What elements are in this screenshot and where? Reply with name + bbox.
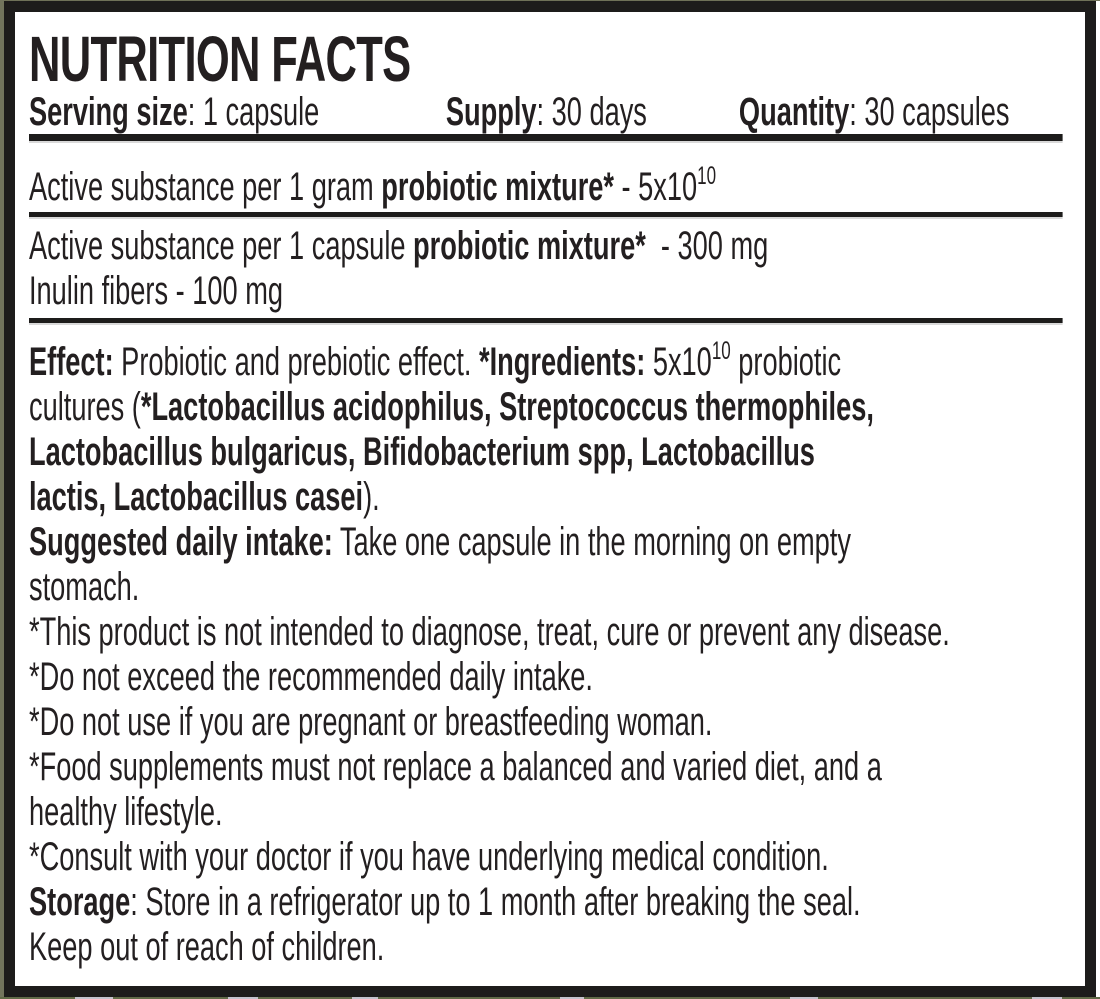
text-run: 5x10 [645, 340, 712, 384]
text-run: - 300 mg [645, 224, 769, 268]
bottom-edge-artifact [790, 997, 818, 999]
divider-rule [29, 212, 1063, 217]
text-line: Effect: Probiotic and prebiotic effect. … [29, 329, 1080, 385]
photo-edge-top [0, 0, 1100, 1]
quantity: Quantity: 30 capsules [739, 91, 1010, 133]
text-line: Keep out of reach of children. [29, 925, 1080, 970]
bold-text-run: Suggested daily intake: [29, 520, 333, 564]
bold-text-run: *Lactobacillus acidophilus, Streptococcu… [140, 385, 874, 429]
divider-rule [29, 318, 1063, 323]
text-run: Take one capsule in the morning on empty [332, 520, 851, 564]
bold-text-run: Serving size [29, 90, 188, 134]
text-line: Inulin fibers - 100 mg [29, 269, 1080, 314]
divider-rule [29, 134, 1063, 141]
text-line: Suggested daily intake: Take one capsule… [29, 520, 1080, 565]
serving-size: Serving size: 1 capsule [29, 91, 446, 133]
label-content: NUTRITION FACTS Serving size: 1 capsule S… [29, 27, 1080, 970]
text-run: Inulin fibers - 100 mg [29, 269, 283, 313]
text-line: stomach. [29, 565, 1080, 610]
bold-text-run: *Ingredients: [479, 340, 646, 384]
active-substance-per-gram: Active substance per 1 gram probiotic mi… [29, 141, 1080, 212]
supply: Supply: 30 days [446, 91, 739, 133]
text-line: *Do not exceed the recommended daily int… [29, 655, 1080, 700]
text-run: ). [363, 475, 380, 519]
text-run: - 5x10 [614, 165, 698, 209]
text-line: lactis, Lactobacillus casei). [29, 475, 1080, 520]
text-line: cultures (*Lactobacillus acidophilus, St… [29, 385, 1080, 430]
bold-text-run: lactis, Lactobacillus casei [29, 475, 364, 519]
text-run: *Do not exceed the recommended daily int… [29, 655, 593, 699]
text-line: *Food supplements must not replace a bal… [29, 745, 1080, 790]
text-line: *This product is not intended to diagnos… [29, 610, 1080, 655]
bold-text-run: Lactobacillus bulgaricus, Bifidobacteriu… [29, 430, 815, 474]
text-run: Active substance per 1 capsule [29, 224, 414, 268]
photo-edge-left [0, 0, 5, 999]
text-run: *Consult with your doctor if you have un… [29, 835, 829, 879]
bold-text-run: Supply [445, 90, 537, 134]
text-run: cultures ( [29, 385, 141, 429]
text-line: *Do not use if you are pregnant or breas… [29, 700, 1080, 745]
text-run: : 1 capsule [187, 90, 320, 134]
text-line: *Consult with your doctor if you have un… [29, 835, 1080, 880]
bottom-edge-artifact [352, 997, 378, 999]
text-run: Keep out of reach of children. [29, 925, 385, 969]
bold-text-run: probiotic mixture* [413, 224, 646, 268]
text-run: *This product is not intended to diagnos… [29, 610, 950, 654]
text-line: Active substance per 1 capsule probiotic… [29, 224, 1080, 269]
label-title: NUTRITION FACTS [29, 23, 411, 95]
text-run: : 30 capsules [849, 90, 1010, 134]
nutrition-facts-label: NUTRITION FACTS Serving size: 1 capsule S… [4, 1, 1096, 997]
bottom-edge-artifact [75, 997, 113, 999]
bold-text-run: Effect: [29, 340, 114, 384]
bold-text-run: Storage [29, 880, 131, 924]
bottom-edge-artifact [228, 997, 258, 999]
text-run: Probiotic and prebiotic effect. [113, 340, 480, 384]
text-line: Storage: Store in a refrigerator up to 1… [29, 880, 1080, 925]
bold-text-run: Quantity [738, 90, 850, 134]
bold-text-run: probiotic mixture* [381, 165, 615, 209]
text-run: stomach. [29, 565, 140, 609]
text-line: healthy lifestyle. [29, 790, 1080, 835]
text-run: Active substance per 1 gram [29, 165, 382, 209]
text-run: : 30 days [536, 90, 647, 134]
superscript-run: 10 [711, 337, 731, 365]
text-run: probiotic [730, 340, 842, 384]
text-run: healthy lifestyle. [29, 790, 223, 834]
serving-info-row: Serving size: 1 capsule Supply: 30 days Qu… [29, 91, 1080, 133]
text-run: : Store in a refrigerator up to 1 month … [130, 880, 861, 924]
bottom-edge-artifact [1032, 997, 1062, 999]
details-block: Effect: Probiotic and prebiotic effect. … [29, 323, 1080, 970]
text-run: *Food supplements must not replace a bal… [29, 745, 882, 789]
photo-edge-bottom [0, 997, 1100, 999]
superscript-run: 10 [697, 162, 717, 190]
active-substance-per-capsule: Active substance per 1 capsule probiotic… [29, 217, 1080, 318]
text-run: *Do not use if you are pregnant or breas… [29, 700, 713, 744]
bottom-edge-artifact [560, 997, 584, 999]
text-line: Active substance per 1 gram probiotic mi… [29, 154, 1080, 210]
text-line: Lactobacillus bulgaricus, Bifidobacteriu… [29, 430, 1080, 475]
